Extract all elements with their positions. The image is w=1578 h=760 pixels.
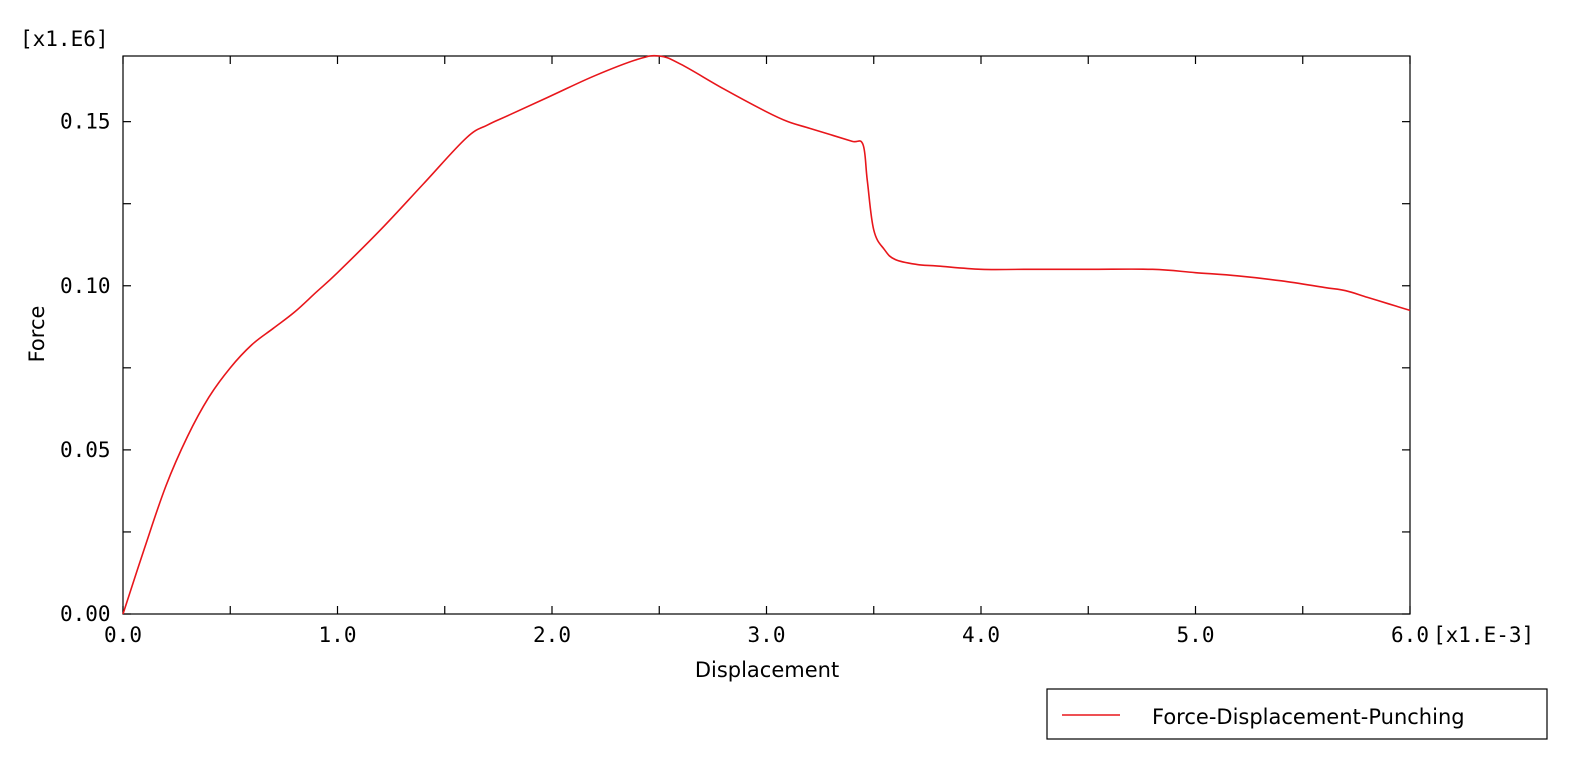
series-layer: [122, 54, 1411, 615]
legend-box: [1046, 688, 1548, 740]
y-tick-label: 0.05: [60, 438, 111, 462]
x-tick-label: 6.0: [1391, 623, 1429, 647]
axis-tick-labels: 0.0 1.0 2.0 3.0 4.0 5.0 6.0 0.00 0.05 0.10 0.15: [60, 110, 1429, 647]
x-tick-label: 5.0: [1177, 623, 1215, 647]
x-tick-label: 2.0: [533, 623, 571, 647]
y-tick-label: 0.00: [60, 602, 111, 626]
y-axis-title: Force: [25, 306, 49, 363]
x-tick-label: 4.0: [962, 623, 1000, 647]
x-tick-label: 3.0: [748, 623, 786, 647]
x-tick-label: 1.0: [319, 623, 357, 647]
axis-ticks: [122, 56, 1411, 615]
y-axis-multiplier: [x1.E6]: [20, 27, 109, 51]
plot-frame: [122, 55, 1411, 615]
x-axis-title: Displacement: [695, 658, 839, 682]
x-tick-label: 0.0: [104, 623, 142, 647]
legend-series-label: Force-Displacement-Punching: [1152, 705, 1465, 729]
y-tick-label: 0.10: [60, 274, 111, 298]
legend: Force-Displacement-Punching: [1046, 688, 1548, 740]
series-line-0: [122, 54, 1411, 615]
x-axis-multiplier: [x1.E-3]: [1433, 623, 1534, 647]
y-tick-label: 0.15: [60, 110, 111, 134]
